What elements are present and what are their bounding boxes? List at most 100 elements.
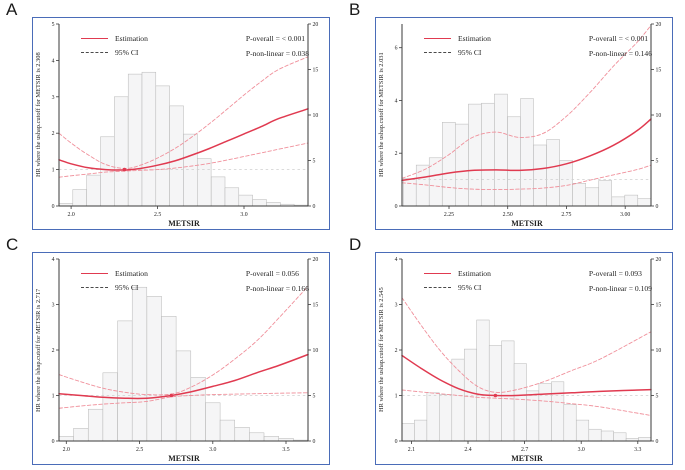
y-axis-label: HR where the lshap.cutoff for METSIR is … [35, 288, 42, 412]
svg-text:1: 1 [395, 394, 398, 400]
ci-curve [58, 392, 309, 409]
svg-text:2.25: 2.25 [444, 212, 454, 218]
p-values: P-overall = < 0.001 P-non-linear = 0.146 [589, 31, 652, 61]
cutoff-point [169, 393, 174, 398]
tick-marks [56, 23, 311, 209]
p-overall: P-overall = 0.056 [245, 269, 299, 278]
legend-label-ci: 95% CI [458, 47, 482, 57]
panel-letter: B [349, 0, 361, 19]
panel-a: A 0 1 2 3 4 5 0 5 10 15 20 2.0 2.5 3.0 HR where the u… [0, 0, 342, 235]
legend-label-estimation: Estimation [115, 33, 148, 43]
plot-frame: 0 1 2 3 4 5 0 5 10 15 20 2.0 2.5 3.0 HR where the ush… [32, 17, 330, 230]
svg-text:15: 15 [313, 68, 319, 74]
estimation-line-sample [81, 272, 108, 274]
p-values: P-overall = < 0.001 P-non-linear = 0.038 [246, 31, 309, 61]
panel-letter: C [6, 235, 19, 254]
spline-histogram-plot: 0 2 4 6 0 5 10 15 20 2.25 2.50 2.75 3.00 [395, 22, 662, 218]
legend-row-ci: 95% CI [424, 45, 491, 59]
svg-text:4: 4 [52, 257, 55, 263]
svg-text:3: 3 [395, 303, 398, 309]
svg-text:4: 4 [52, 58, 55, 64]
svg-text:20: 20 [313, 22, 319, 28]
legend-row-ci: 95% CI [424, 280, 491, 294]
cutoff-point [122, 167, 127, 172]
svg-text:15: 15 [656, 68, 662, 74]
legend-row-estimation: Estimation [81, 266, 148, 280]
svg-text:2.4: 2.4 [464, 447, 471, 453]
svg-text:1: 1 [52, 394, 55, 400]
svg-text:0: 0 [656, 204, 659, 210]
plot-frame: 0 1 2 3 4 0 5 10 15 20 2.0 2.5 3.0 3.5 HR where the l… [32, 252, 330, 465]
ci-curve [58, 56, 309, 169]
x-axis-label: METSIR [168, 219, 200, 228]
histogram [401, 319, 652, 442]
spline-histogram-plot: 0 1 2 3 4 0 5 10 15 20 2.0 2.5 3.0 3.5 [52, 257, 319, 453]
legend-row-ci: 95% CI [81, 280, 148, 294]
plot-frame: 0 2 4 6 0 5 10 15 20 2.25 2.50 2.75 3.00 HR where th… [375, 17, 673, 230]
svg-text:0: 0 [313, 439, 316, 445]
svg-text:2.5: 2.5 [154, 212, 161, 218]
ci-line-sample [81, 51, 108, 53]
legend-row-ci: 95% CI [81, 45, 148, 59]
histogram [58, 286, 309, 442]
tick-labels: 0 1 2 3 4 0 5 10 15 20 2.1 2.4 2.7 3.0 3.3 [395, 257, 662, 453]
panel-c: C 0 1 2 3 4 0 5 10 15 20 2.0 2.5 3.0 3.5 HR where the… [0, 235, 342, 470]
legend: Estimation 95% CI [81, 31, 148, 59]
svg-text:0: 0 [395, 204, 398, 210]
histogram [58, 71, 309, 207]
legend-row-estimation: Estimation [424, 31, 491, 45]
plot-frame: 0 1 2 3 4 0 5 10 15 20 2.1 2.4 2.7 3.0 3.3 HR where th… [375, 252, 673, 465]
svg-text:2.75: 2.75 [561, 212, 571, 218]
spline-histogram-plot: 0 1 2 3 4 5 0 5 10 15 20 2.0 2.5 3.0 [52, 22, 319, 218]
legend-label-estimation: Estimation [458, 268, 491, 278]
legend-row-estimation: Estimation [424, 266, 491, 280]
svg-text:20: 20 [313, 257, 319, 263]
svg-text:20: 20 [656, 22, 662, 28]
cutoff-point [493, 393, 498, 398]
histogram [402, 93, 652, 207]
svg-text:2: 2 [52, 348, 55, 354]
ci-line-sample [424, 286, 451, 288]
svg-text:5: 5 [313, 159, 316, 165]
svg-text:3.0: 3.0 [578, 447, 585, 453]
svg-text:10: 10 [656, 348, 662, 354]
p-non-linear: P-non-linear = 0.146 [588, 49, 652, 58]
svg-text:20: 20 [656, 257, 662, 263]
svg-text:10: 10 [313, 348, 319, 354]
ci-curve [401, 297, 652, 393]
svg-text:3.0: 3.0 [209, 447, 216, 453]
ci-curve [401, 389, 652, 416]
svg-text:2.50: 2.50 [503, 212, 513, 218]
svg-text:3: 3 [52, 303, 55, 309]
legend-label-estimation: Estimation [458, 33, 491, 43]
svg-text:5: 5 [656, 394, 659, 400]
svg-text:2.7: 2.7 [521, 447, 528, 453]
y-axis-label: HR where the ushap.cutoff for METSIR is … [378, 52, 385, 178]
legend-label-ci: 95% CI [458, 282, 482, 292]
svg-text:5: 5 [313, 394, 316, 400]
ci-line-sample [81, 286, 108, 288]
svg-text:0: 0 [52, 439, 55, 445]
svg-text:3.5: 3.5 [282, 447, 289, 453]
svg-text:3.0: 3.0 [240, 212, 247, 218]
panel-letter: A [6, 0, 18, 19]
svg-text:3: 3 [52, 95, 55, 101]
estimation-curve [401, 118, 652, 182]
y-axis-label: HR where the ushap.cutoff for METSIR is … [378, 287, 385, 413]
tick-labels: 0 1 2 3 4 5 0 5 10 15 20 2.0 2.5 3.0 [52, 22, 319, 218]
panel-letter: D [349, 235, 362, 254]
p-non-linear: P-non-linear = 0.109 [588, 284, 652, 293]
svg-text:15: 15 [313, 303, 319, 309]
estimation-curve [58, 353, 309, 400]
svg-text:0: 0 [313, 204, 316, 210]
tick-labels: 0 2 4 6 0 5 10 15 20 2.25 2.50 2.75 3.00 [395, 22, 662, 218]
svg-text:2.0: 2.0 [67, 212, 74, 218]
svg-text:2.0: 2.0 [63, 447, 70, 453]
svg-text:5: 5 [656, 159, 659, 165]
p-values: P-overall = 0.093 P-non-linear = 0.109 [589, 266, 652, 296]
svg-text:2.5: 2.5 [136, 447, 143, 453]
panel-b: B 0 2 4 6 0 5 10 15 20 2.25 2.50 2.75 3.00 HR where … [343, 0, 685, 235]
legend: Estimation 95% CI [424, 31, 491, 59]
svg-text:2: 2 [395, 348, 398, 354]
